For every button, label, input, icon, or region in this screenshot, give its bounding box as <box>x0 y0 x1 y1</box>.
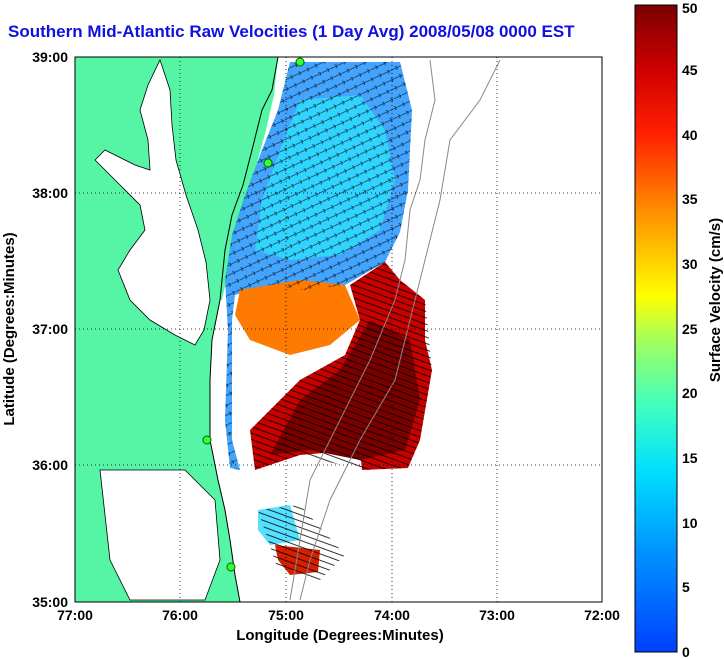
colorbar-tick-label: 15 <box>682 450 698 466</box>
colorbar-tick-label: 5 <box>682 579 690 595</box>
colorbar <box>634 4 678 653</box>
x-tick-label: 72:00 <box>584 607 620 623</box>
bathymetry-contour <box>289 59 436 601</box>
y-tick-label: 37:00 <box>32 321 68 337</box>
x-tick-label: 73:00 <box>479 607 515 623</box>
colorbar-tick-label: 30 <box>682 256 698 272</box>
colorbar-tick-label: 0 <box>682 644 690 659</box>
colorbar-tick-label: 50 <box>682 0 698 16</box>
y-tick-label: 38:00 <box>32 185 68 201</box>
x-tick-label: 75:00 <box>268 607 304 623</box>
chesapeake-bay <box>94 58 211 346</box>
colorbar-tick-label: 40 <box>682 127 698 143</box>
colorbar-label: Surface Velocity (cm/s) <box>707 218 724 382</box>
land-delmarva <box>170 57 278 300</box>
velocity-field-mid <box>235 280 360 355</box>
y-axis-label: Latitude (Degrees:Minutes) <box>1 232 18 425</box>
grid <box>75 57 602 602</box>
plot-frame <box>74 56 603 603</box>
radar-site-marker <box>263 158 273 168</box>
colorbar-ticks: 0 5 10 15 20 25 30 35 40 45 50 <box>682 0 698 659</box>
colorbar-tick-label: 35 <box>682 191 698 207</box>
radar-site-marker <box>202 435 212 445</box>
radar-site-marker <box>295 57 305 67</box>
x-tick-label: 74:00 <box>374 607 410 623</box>
velocity-arrows-dense <box>250 262 432 470</box>
x-tick-label: 76:00 <box>162 607 198 623</box>
colorbar-tick-label: 25 <box>682 321 698 337</box>
bathymetry-contour-outer <box>299 59 501 601</box>
colorbar-tick-label: 10 <box>682 515 698 531</box>
y-tick-label: 39:00 <box>32 49 68 65</box>
colorbar-tick-label: 45 <box>682 62 698 78</box>
x-tick-label: 77:00 <box>57 607 93 623</box>
y-axis: 39:00 38:00 37:00 36:00 35:00 <box>32 49 68 610</box>
x-axis-label: Longitude (Degrees:Minutes) <box>236 627 444 644</box>
map-title: Southern Mid-Atlantic Raw Velocities (1 … <box>8 22 575 41</box>
pamlico-sound <box>99 469 221 601</box>
y-tick-label: 35:00 <box>32 594 68 610</box>
coastline <box>209 57 279 602</box>
x-axis: 77:00 76:00 75:00 74:00 73:00 72:00 <box>57 607 620 623</box>
velocity-arrows-south <box>258 505 345 580</box>
radar-site-marker <box>226 562 236 572</box>
colorbar-tick-label: 20 <box>682 385 698 401</box>
y-tick-label: 36:00 <box>32 457 68 473</box>
